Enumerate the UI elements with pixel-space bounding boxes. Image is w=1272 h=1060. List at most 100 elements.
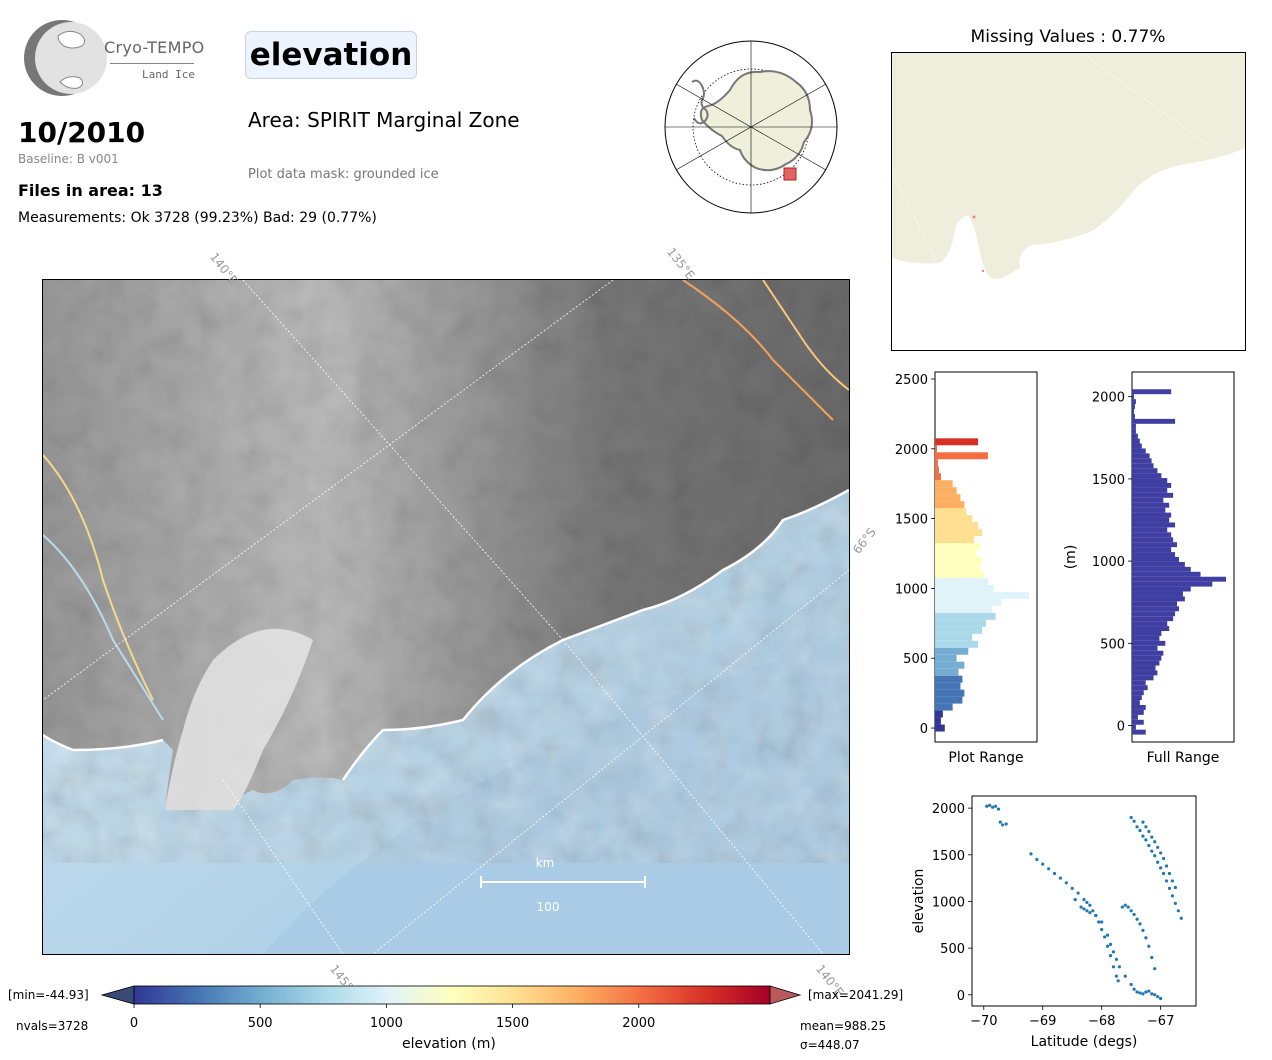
histogram-ytick-label: 1000 [1092, 555, 1125, 570]
scatter-point [1004, 822, 1008, 826]
colorbar-sigma-label: σ=448.07 [800, 1038, 860, 1052]
scatter-point [1129, 909, 1133, 913]
histogram-bar [1132, 542, 1178, 548]
histogram-bar [1132, 714, 1138, 720]
histogram-bar [1132, 507, 1166, 513]
histogram-bar [935, 598, 1002, 606]
scatter-point [1173, 901, 1177, 905]
scatter-point [1058, 876, 1063, 880]
histogram-bar [1132, 453, 1150, 459]
histogram-bar [935, 480, 953, 488]
scatter-point [1132, 819, 1136, 823]
colorbar-max-label: [max=2041.29] [808, 988, 904, 1002]
scatter-point [1147, 843, 1151, 848]
scatter-point [1156, 995, 1160, 999]
histogram-bar [1132, 552, 1176, 557]
histogram-bar [1132, 418, 1176, 424]
histogram-bar [1132, 650, 1164, 656]
cryo-tempo-logo [18, 16, 208, 100]
scatter-point [1135, 990, 1139, 994]
scatter-point [1161, 856, 1166, 861]
histogram-bar [935, 501, 965, 509]
histogram-bar [1132, 635, 1160, 641]
date-label: 10/2010 [18, 116, 146, 149]
histogram-bar [935, 591, 1029, 599]
scatter-point [1141, 820, 1145, 824]
histogram-bar [1132, 606, 1179, 612]
scatter-point [1091, 909, 1095, 913]
histogram-bar [1132, 473, 1162, 479]
histogram-xlabel: Full Range [1147, 750, 1220, 766]
scatter-point [1147, 989, 1151, 993]
histogram-bar [1132, 640, 1166, 646]
scatter-point [1111, 965, 1116, 969]
scatter-point [988, 803, 992, 807]
scatter-point [985, 804, 989, 808]
plot-mask-label: Plot data mask: grounded ice [248, 167, 439, 182]
colorbar-nvals-label: nvals=3728 [16, 1019, 89, 1033]
histogram-bar [1132, 522, 1176, 528]
histogram-bar [935, 529, 982, 537]
scatter-point [1029, 852, 1033, 856]
histogram-bar [935, 508, 967, 516]
histogram-bar [935, 494, 961, 502]
histogram-bar [1132, 709, 1144, 715]
histogram-bar [1132, 690, 1144, 696]
histogram-bar [1132, 492, 1174, 498]
scatter-point [1094, 913, 1098, 918]
scatter-point [1141, 992, 1145, 996]
scatter-point [1135, 917, 1139, 921]
histogram-bar [1132, 596, 1185, 602]
histogram-ytick-label: 500 [903, 652, 928, 667]
histogram-bar [1132, 581, 1213, 587]
scatter-point [1035, 857, 1039, 862]
histogram-bar [1132, 547, 1172, 553]
missing-values-map [891, 52, 1246, 351]
colorbar-tick-label: 1500 [496, 1016, 529, 1031]
histogram-bar [1132, 645, 1158, 651]
histogram-bar [1132, 512, 1172, 518]
scatter-point [1132, 912, 1136, 917]
scatter-point [1150, 849, 1154, 853]
scatter-point [1001, 823, 1005, 827]
scatter-point [1147, 944, 1151, 948]
histogram-bar [1132, 626, 1170, 631]
histogram-bar [1132, 404, 1135, 409]
logo-subtitle: Land Ice [142, 68, 195, 81]
histogram-bar [1132, 631, 1162, 636]
scatter-point [1176, 909, 1180, 913]
scatter-xlabel: Latitude (degs) [1031, 1034, 1138, 1050]
histogram-bar [1132, 729, 1146, 735]
histogram-bar [1132, 389, 1172, 395]
baseline-label: Baseline: B v001 [18, 152, 119, 166]
files-in-area-label: Files in area: 13 [18, 181, 163, 200]
histogram-bar [1132, 566, 1191, 572]
scatter-point [1132, 987, 1136, 991]
colorbar-min-extend [100, 985, 135, 1005]
scatter-point [1147, 829, 1151, 834]
scatter-point [1144, 990, 1148, 994]
scatter-point [1088, 903, 1092, 907]
elevation-colorbar: 0 500 1000 1500 2000 [100, 985, 802, 1031]
histogram-bar [935, 605, 992, 613]
scatter-ytick-label: 0 [957, 989, 965, 1004]
histogram-bar [1132, 616, 1174, 622]
scatter-point [1141, 834, 1145, 838]
histogram-bar [935, 473, 941, 481]
histogram-xlabel: Plot Range [948, 750, 1023, 766]
histogram-bar [1132, 458, 1152, 464]
histogram-bar [1132, 413, 1135, 419]
histogram-bar [1132, 399, 1136, 405]
histogram-bar [935, 682, 961, 690]
histogram-bar [1132, 611, 1176, 617]
scatter-point [1170, 879, 1175, 883]
histogram-ytick-label: 500 [1100, 637, 1125, 652]
area-label: Area: SPIRIT Marginal Zone [248, 108, 520, 132]
colorbar-axis-label: elevation (m) [402, 1036, 496, 1052]
scatter-point [1173, 885, 1177, 890]
scatter-point [1167, 886, 1172, 890]
scale-bar-length: 100 [537, 900, 560, 914]
scatter-point [1097, 920, 1101, 924]
histogram-bar [1132, 423, 1136, 429]
scatter-point [1052, 871, 1057, 876]
